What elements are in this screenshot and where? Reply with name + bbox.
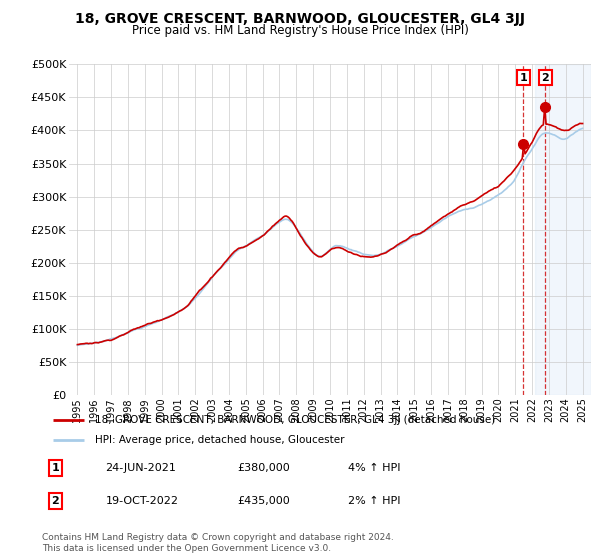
Text: 18, GROVE CRESCENT, BARNWOOD, GLOUCESTER, GL4 3JJ (detached house): 18, GROVE CRESCENT, BARNWOOD, GLOUCESTER…: [95, 415, 495, 425]
Text: Contains HM Land Registry data © Crown copyright and database right 2024.
This d: Contains HM Land Registry data © Crown c…: [42, 533, 394, 553]
Text: 19-OCT-2022: 19-OCT-2022: [106, 496, 178, 506]
Text: 2: 2: [541, 73, 549, 83]
Text: Price paid vs. HM Land Registry's House Price Index (HPI): Price paid vs. HM Land Registry's House …: [131, 24, 469, 36]
Text: 4% ↑ HPI: 4% ↑ HPI: [348, 463, 401, 473]
Text: £435,000: £435,000: [238, 496, 290, 506]
Text: 18, GROVE CRESCENT, BARNWOOD, GLOUCESTER, GL4 3JJ: 18, GROVE CRESCENT, BARNWOOD, GLOUCESTER…: [75, 12, 525, 26]
Text: 24-JUN-2021: 24-JUN-2021: [106, 463, 176, 473]
Text: 1: 1: [52, 463, 59, 473]
Bar: [535, 64, 591, 395]
Text: HPI: Average price, detached house, Gloucester: HPI: Average price, detached house, Glou…: [95, 435, 344, 445]
Text: 2: 2: [52, 496, 59, 506]
Text: £380,000: £380,000: [238, 463, 290, 473]
Text: 1: 1: [520, 73, 527, 83]
Text: 2% ↑ HPI: 2% ↑ HPI: [348, 496, 401, 506]
